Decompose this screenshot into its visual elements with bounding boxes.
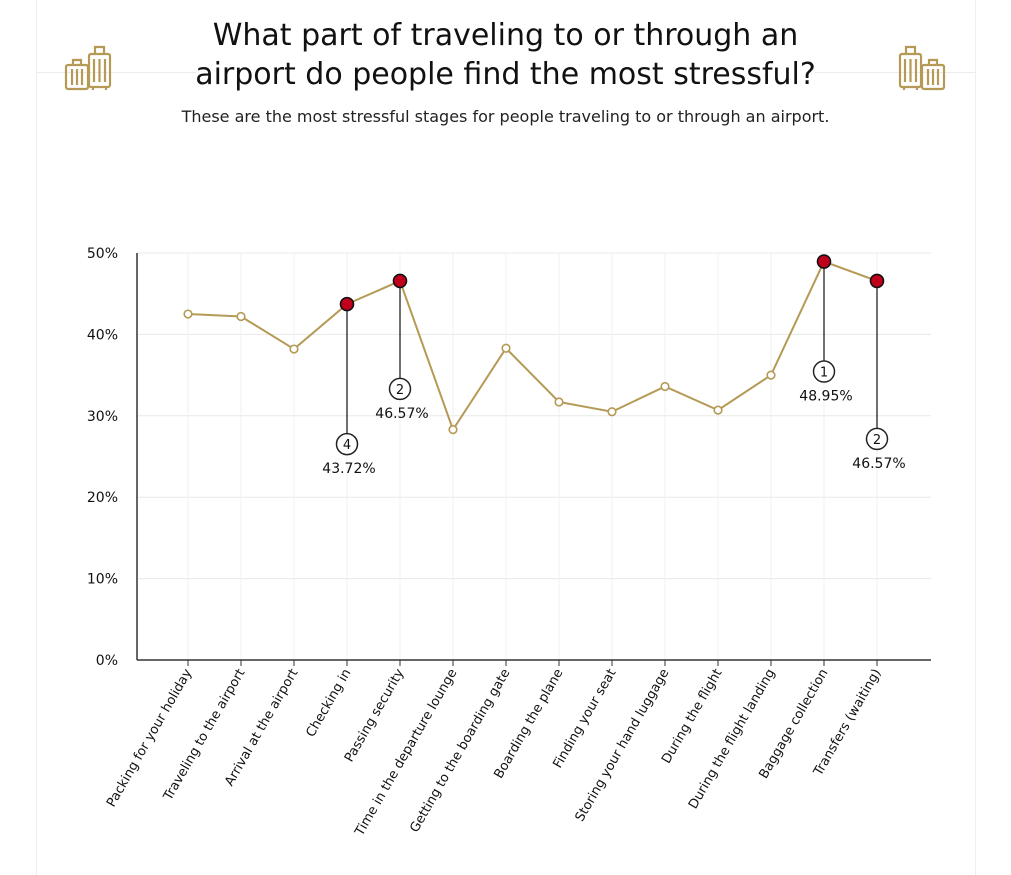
data-points — [183, 254, 885, 435]
data-point — [183, 309, 193, 319]
x-tick-label: Time in the departure lounge — [352, 666, 461, 839]
rank-circle — [812, 360, 836, 383]
rank-number: 2 — [396, 383, 404, 398]
header-divider-left — [36, 72, 196, 73]
chart-title: What part of traveling to or through an … — [0, 16, 1011, 94]
rank-number: 2 — [873, 433, 881, 448]
series-path — [187, 260, 878, 432]
y-tick-label: 0% — [96, 653, 118, 669]
data-point — [713, 405, 723, 415]
x-tick-label: Checking in — [303, 667, 354, 740]
annotation-value: 48.95% — [799, 389, 852, 405]
rank-circle — [388, 377, 412, 401]
rank-number: 4 — [343, 438, 351, 453]
annotation-value: 43.72% — [322, 461, 375, 477]
y-tick-labels: 0% 10% 20% 30% 40% 50% — [87, 246, 118, 669]
data-point — [501, 343, 511, 353]
y-tick-label: 20% — [87, 490, 118, 506]
x-tick-label: Storing your hand luggage — [573, 667, 673, 825]
data-point — [660, 381, 670, 392]
highlight-point — [869, 273, 885, 289]
y-tick-label: 30% — [87, 409, 118, 425]
data-point — [289, 344, 299, 354]
chart-subtitle: These are the most stressful stages for … — [181, 107, 830, 126]
data-point — [766, 370, 776, 380]
annotation-value: 46.57% — [375, 406, 428, 422]
header-divider-right — [815, 72, 976, 73]
panel-border — [36, 0, 976, 875]
x-tick-label: Passing security — [342, 666, 408, 765]
chart-title-line-1: What part of traveling to or through an — [212, 18, 799, 53]
y-tick-label: 10% — [87, 572, 118, 588]
annotations: 4 43.72% 2 46.57% 1 48.95% 2 46.57% — [322, 261, 906, 477]
data-point — [607, 407, 617, 417]
rank-number: 1 — [820, 366, 828, 381]
x-tick-label: Getting to the boarding gate — [407, 667, 513, 836]
series-line — [187, 260, 878, 432]
annotation-value: 46.57% — [852, 456, 905, 472]
axes — [136, 253, 931, 666]
data-point — [554, 397, 564, 407]
highlight-point — [339, 296, 355, 312]
luggage-icon — [64, 45, 112, 91]
rank-circle — [865, 427, 889, 451]
chart-title-line-2: airport do people find the most stressfu… — [195, 57, 816, 92]
data-point — [448, 425, 458, 435]
grid — [137, 252, 931, 660]
highlight-point — [816, 254, 832, 269]
rank-circle — [335, 432, 359, 456]
data-point — [236, 311, 246, 322]
y-tick-label: 40% — [87, 327, 118, 343]
luggage-icon — [898, 45, 946, 91]
highlight-point — [392, 273, 408, 289]
y-tick-label: 50% — [87, 246, 118, 262]
